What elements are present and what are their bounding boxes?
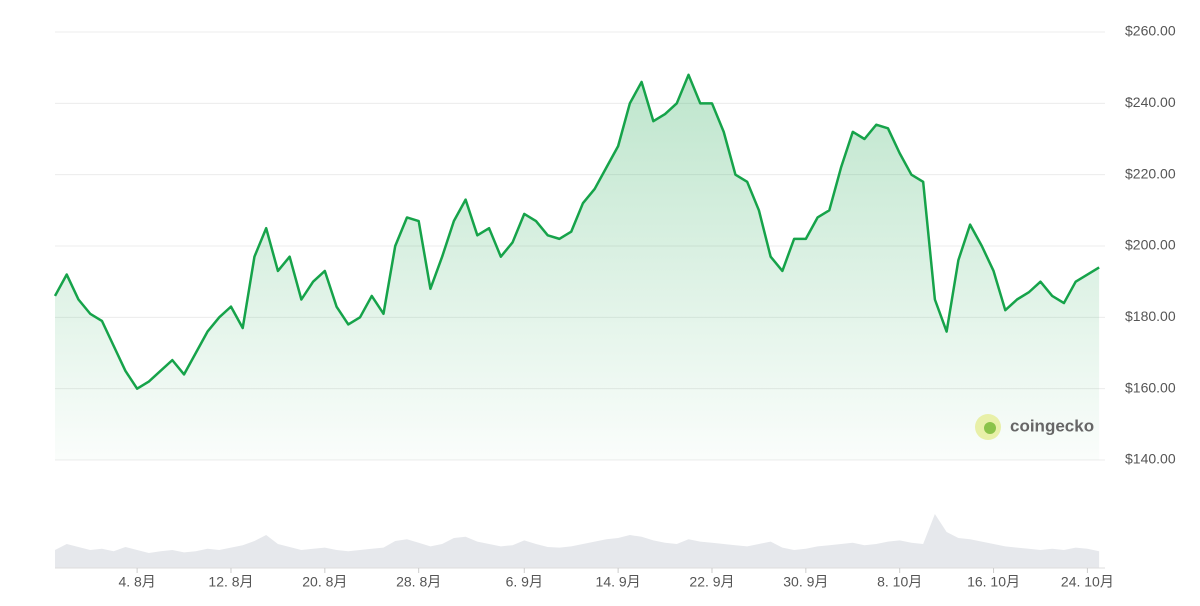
watermark-text: coingecko	[1010, 416, 1094, 435]
x-tick-label: 14. 9月	[596, 574, 641, 590]
y-tick-label: $140.00	[1125, 451, 1176, 467]
volume-area	[55, 514, 1100, 568]
x-tick-label: 16. 10月	[967, 574, 1020, 590]
x-tick-label: 8. 10月	[877, 574, 922, 590]
watermark: coingecko	[975, 414, 1094, 440]
logo-mark	[984, 422, 996, 434]
y-tick-label: $160.00	[1125, 379, 1176, 395]
x-tick-label: 22. 9月	[689, 574, 734, 590]
y-tick-label: $180.00	[1125, 308, 1176, 324]
x-tick-label: 6. 9月	[506, 574, 543, 590]
x-tick-label: 24. 10月	[1061, 574, 1114, 590]
x-tick-label: 20. 8月	[302, 574, 347, 590]
x-tick-label: 30. 9月	[783, 574, 828, 590]
y-tick-label: $220.00	[1125, 165, 1176, 181]
x-tick-label: 12. 8月	[208, 574, 253, 590]
y-tick-label: $260.00	[1125, 23, 1176, 39]
area-fill	[55, 74, 1100, 461]
y-tick-label: $200.00	[1125, 237, 1176, 253]
x-tick-label: 28. 8月	[396, 574, 441, 590]
x-tick-label: 4. 8月	[118, 574, 155, 590]
price-line	[53, 73, 1100, 390]
y-tick-label: $240.00	[1125, 94, 1176, 110]
